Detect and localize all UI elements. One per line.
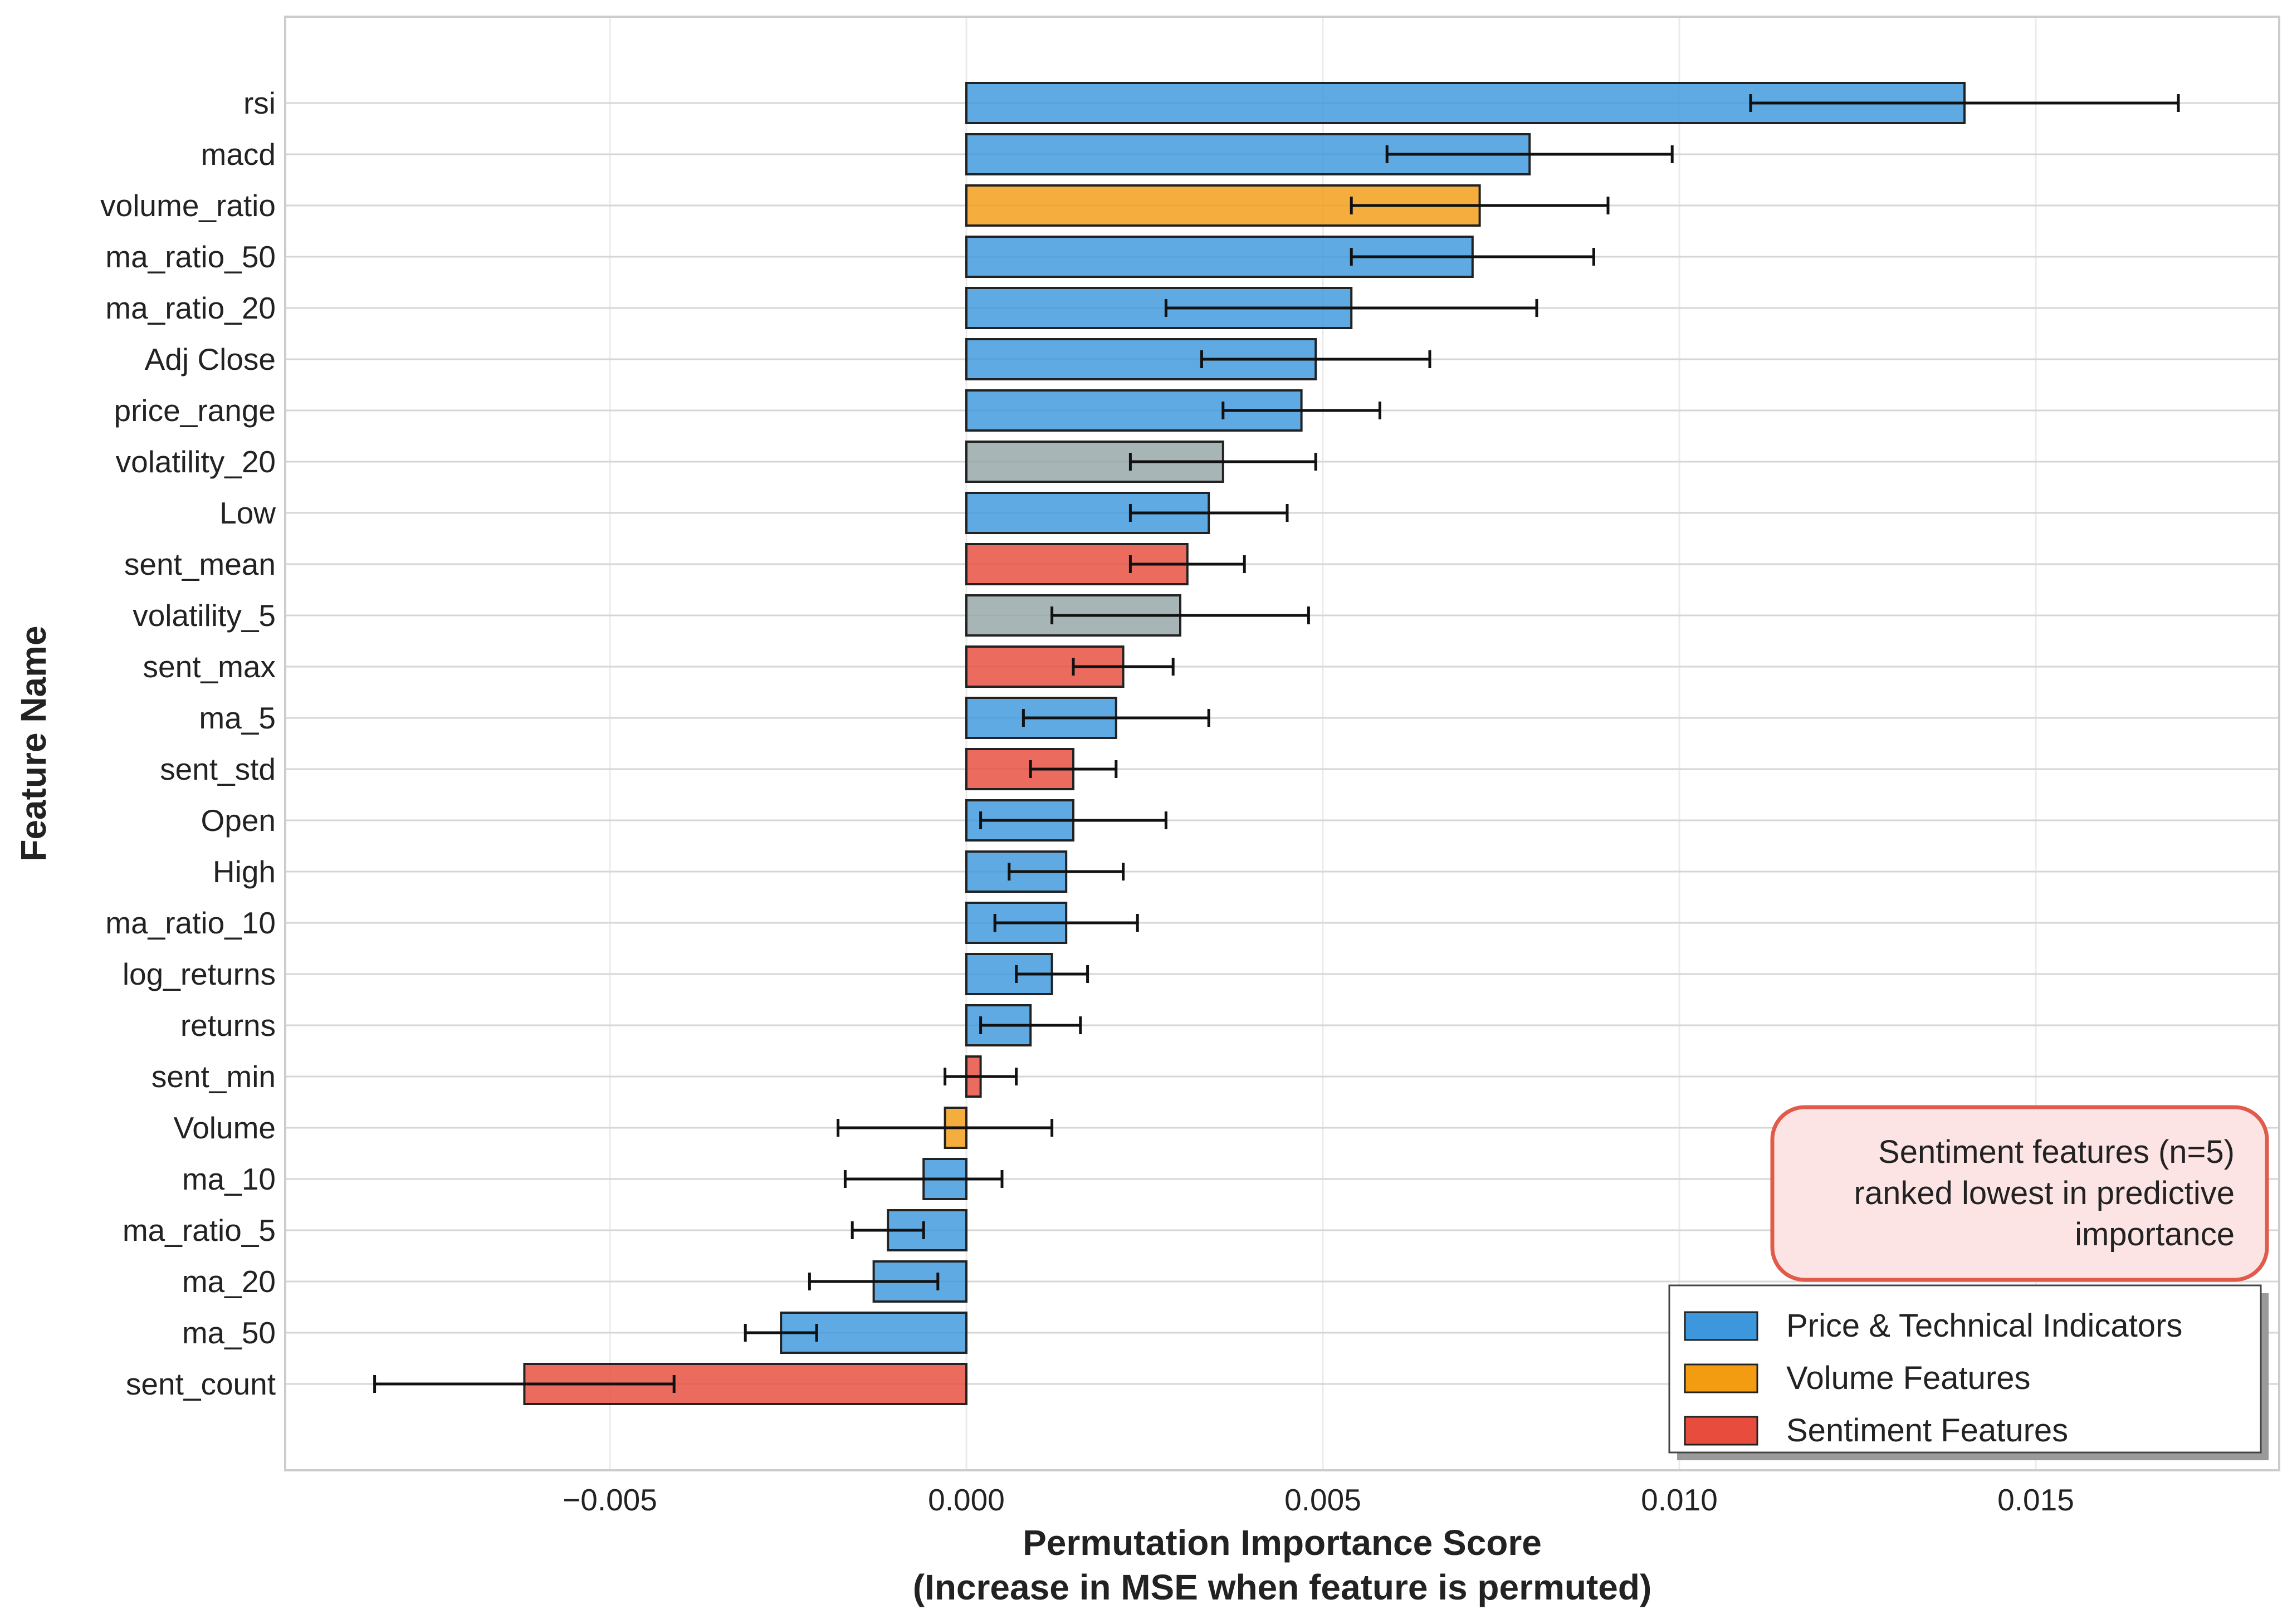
- error-bar-sent-count: [373, 1375, 676, 1393]
- error-bar-adj-close: [1200, 350, 1431, 368]
- y-tick-label-price-range: price_range: [114, 393, 276, 428]
- x-tick-label: 0.005: [1284, 1483, 1361, 1517]
- error-bar-sent-min: [944, 1068, 1018, 1085]
- y-tick-label-sent-min: sent_min: [152, 1059, 276, 1094]
- y-tick-label-returns: returns: [180, 1008, 276, 1043]
- annotation-line-3: importance: [2075, 1216, 2235, 1253]
- error-bar-macd: [1385, 145, 1674, 163]
- legend: Price & Technical Indicators Volume Featu…: [1668, 1284, 2269, 1460]
- y-tick-labels: rsi macd volume_ratio ma_ratio_50 ma_ratio_2…: [100, 86, 276, 1401]
- y-tick-label-ma-ratio-5: ma_ratio_5: [123, 1213, 276, 1248]
- bar-price-range: [965, 389, 1303, 432]
- legend-items: Price & Technical Indicators Volume Featu…: [1684, 1308, 2182, 1449]
- y-tick-label-volatility-20: volatility_20: [116, 444, 276, 479]
- y-tick-label-ma-50: ma_50: [182, 1315, 276, 1350]
- legend-box: [1668, 1284, 2262, 1454]
- y-tick-label-macd: macd: [201, 137, 276, 172]
- legend-item-sentiment-features: Sentiment Features: [1684, 1412, 2068, 1449]
- error-bar-returns: [979, 1016, 1082, 1034]
- error-bar-volume-ratio: [1350, 197, 1610, 214]
- y-tick-label-ma-5: ma_5: [199, 701, 276, 735]
- error-bar-rsi: [1749, 94, 2180, 112]
- legend-label: Volume Features: [1786, 1360, 2030, 1396]
- y-tick-label-volume: Volume: [174, 1111, 276, 1145]
- legend-item-price-technical-indicators: Price & Technical Indicators: [1684, 1308, 2182, 1344]
- error-bar-ma-ratio-5: [851, 1221, 925, 1239]
- bar-sent-count: [523, 1363, 967, 1405]
- error-bar-sent-max: [1072, 658, 1175, 676]
- annotation-line-1: Sentiment features (n=5): [1878, 1134, 2235, 1170]
- error-bar-low: [1128, 504, 1289, 522]
- y-tick-label-ma-20: ma_20: [182, 1264, 276, 1299]
- plot-frame: [284, 16, 2280, 1471]
- y-tick-label-sent-count: sent_count: [126, 1367, 276, 1401]
- error-bar-volatility-5: [1050, 606, 1310, 624]
- legend-swatch: [1684, 1363, 1758, 1393]
- error-bar-ma-ratio-10: [993, 914, 1139, 932]
- y-tick-label-ma-ratio-10: ma_ratio_10: [105, 906, 276, 940]
- y-tick-label-adj-close: Adj Close: [145, 342, 276, 376]
- y-tick-label-ma-10: ma_10: [182, 1162, 276, 1196]
- legend-item-volume-features: Volume Features: [1684, 1360, 2030, 1396]
- x-axis-title-line1: Permutation Importance Score: [1023, 1523, 1542, 1563]
- error-bar-price-range: [1221, 402, 1381, 419]
- y-tick-label-ma-ratio-20: ma_ratio_20: [105, 291, 276, 325]
- y-tick-label-volume-ratio: volume_ratio: [100, 188, 276, 223]
- annotation-background: [1770, 1105, 2269, 1282]
- legend-swatch: [1684, 1311, 1758, 1341]
- y-tick-label-sent-mean: sent_mean: [124, 547, 276, 581]
- error-bar-ma-ratio-20: [1164, 299, 1538, 317]
- annotation-box: Sentiment features (n=5) ranked lowest i…: [1770, 1105, 2269, 1282]
- error-bar-ma-50: [744, 1324, 818, 1342]
- legend-label: Price & Technical Indicators: [1786, 1308, 2182, 1344]
- x-tick-label: 0.010: [1641, 1483, 1718, 1517]
- error-bar-log-returns: [1015, 965, 1089, 983]
- x-axis-title-line2: (Increase in MSE when feature is permute…: [913, 1567, 1652, 1607]
- y-tick-label-volatility-5: volatility_5: [133, 598, 276, 633]
- x-tick-labels: −0.005 0.000 0.005 0.010 0.015: [563, 1483, 2074, 1517]
- y-tick-label-sent-std: sent_std: [160, 752, 276, 786]
- annotation-line-2: ranked lowest in predictive: [1854, 1175, 2235, 1211]
- error-bar-sent-mean: [1128, 555, 1246, 573]
- error-bar-open: [979, 811, 1167, 829]
- y-tick-label-open: Open: [201, 803, 276, 838]
- error-bar-sent-std: [1029, 760, 1118, 778]
- y-tick-label-log-returns: log_returns: [123, 957, 276, 991]
- legend-label: Sentiment Features: [1786, 1412, 2068, 1449]
- x-tick-label: −0.005: [563, 1483, 657, 1517]
- y-tick-label-rsi: rsi: [243, 86, 276, 120]
- error-bar-ma-20: [808, 1273, 940, 1290]
- error-bar-ma-10: [843, 1170, 1004, 1188]
- error-bars-layer: [373, 94, 2180, 1393]
- y-tick-label-high: High: [213, 854, 276, 889]
- x-tick-label: 0.015: [1997, 1483, 2074, 1517]
- error-bar-volatility-20: [1128, 453, 1317, 471]
- y-tick-label-low: Low: [219, 496, 276, 530]
- y-axis-title: Feature Name: [13, 625, 53, 861]
- legend-swatch: [1684, 1416, 1758, 1446]
- y-tick-label-sent-max: sent_max: [143, 649, 276, 684]
- error-bar-ma-5: [1022, 709, 1210, 727]
- y-tick-label-ma-ratio-50: ma_ratio_50: [105, 239, 276, 274]
- error-bar-high: [1008, 863, 1125, 881]
- x-tick-label: 0.000: [928, 1483, 1005, 1517]
- error-bar-ma-ratio-50: [1350, 248, 1595, 266]
- error-bar-volume: [837, 1119, 1054, 1137]
